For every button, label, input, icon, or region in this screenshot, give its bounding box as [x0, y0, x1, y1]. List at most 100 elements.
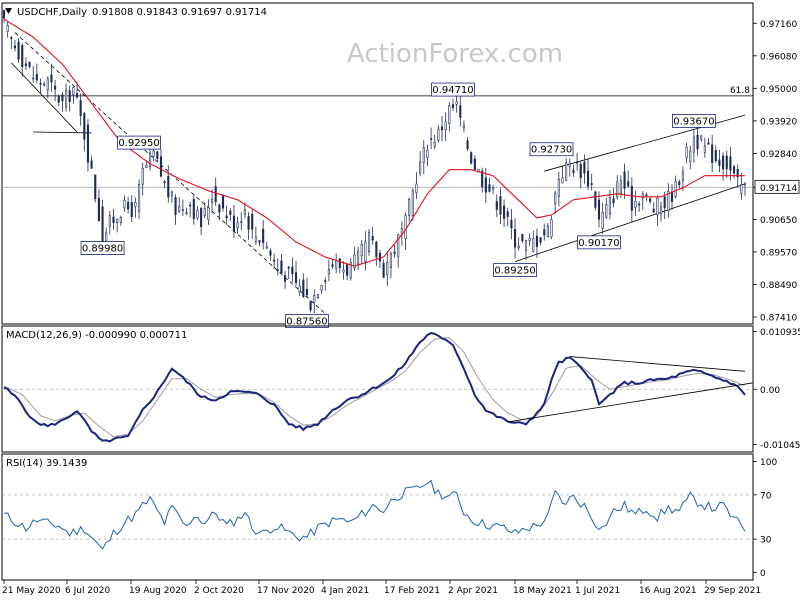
price-annotation-label: 0.89980	[82, 244, 123, 255]
candle-body	[437, 128, 440, 141]
candle	[689, 145, 692, 170]
candle	[451, 98, 455, 111]
candle	[338, 258, 341, 274]
candle-body	[159, 156, 163, 177]
candle-body	[167, 175, 170, 198]
rsi-axis: 100 70 30 0	[753, 458, 777, 579]
candle	[517, 237, 520, 251]
candle	[707, 138, 710, 145]
candle-body	[608, 197, 611, 214]
candle	[718, 149, 721, 173]
candle-body	[214, 186, 217, 203]
rsi-tick-label: 100	[760, 458, 777, 468]
candle-body	[35, 74, 38, 81]
fib-618-label: 61.8	[730, 86, 750, 96]
candle-body	[499, 196, 502, 215]
candle-body	[280, 260, 283, 274]
candle	[674, 175, 677, 199]
main-panel: ActionForex.com 61.8 0.94710 0.92950 0.8998…	[1, 2, 800, 328]
candle	[32, 66, 35, 83]
candle	[294, 260, 298, 286]
candle	[254, 226, 257, 245]
candle	[316, 294, 319, 299]
price-tick-label: 0.88490	[760, 281, 797, 291]
candle	[597, 191, 601, 228]
candle-body	[331, 264, 334, 267]
candle-body	[594, 191, 597, 208]
candle	[313, 289, 316, 314]
candle-body	[225, 215, 228, 219]
candle	[590, 173, 593, 191]
candle-body	[652, 208, 655, 213]
candle	[426, 144, 429, 167]
candle-body	[32, 77, 35, 80]
candle	[594, 190, 597, 211]
candle-body	[488, 184, 491, 192]
price-annotation-box	[529, 142, 574, 157]
candle	[280, 254, 283, 274]
candle-body	[473, 158, 476, 170]
candle-body	[645, 194, 648, 197]
candle-body	[68, 90, 71, 102]
candle-body	[623, 171, 626, 189]
candle-body	[404, 215, 407, 239]
candle-body	[718, 159, 721, 166]
candle	[349, 258, 352, 281]
candle-body	[287, 266, 290, 269]
candle	[108, 210, 111, 235]
candle	[112, 208, 115, 230]
candle	[225, 205, 228, 225]
candle-body	[364, 241, 367, 262]
candle-body	[740, 183, 743, 194]
candle	[725, 150, 728, 179]
candle-body	[178, 206, 181, 212]
candle	[276, 258, 279, 276]
candle	[649, 196, 652, 204]
candle	[576, 152, 579, 171]
candle	[528, 233, 531, 247]
candle-body	[386, 262, 389, 276]
candle-body	[50, 74, 53, 83]
candle	[634, 190, 637, 216]
candle	[331, 259, 334, 269]
candle	[262, 220, 265, 250]
price-annotation-label: 0.92950	[118, 138, 159, 149]
price-annotation: 0.89250	[493, 263, 537, 277]
candle	[459, 93, 462, 127]
trend-line-base	[33, 131, 92, 134]
candle-body	[232, 215, 236, 232]
candle-body	[597, 199, 601, 220]
candle	[473, 155, 476, 171]
date-tick-label: 2 Oct 2020	[194, 586, 244, 596]
price-tick-label: 0.95000	[760, 85, 797, 95]
candle	[703, 137, 706, 158]
candle-body	[357, 251, 360, 265]
candle-body	[579, 164, 582, 179]
candle-body	[590, 183, 593, 185]
candle-body	[670, 191, 674, 202]
candle-body	[426, 149, 429, 158]
date-tick-label: 4 Jan 2021	[321, 586, 369, 596]
candle	[714, 145, 717, 163]
main-plot: 61.8 0.94710 0.92950 0.89980 0.87560 0.92730 0…	[2, 9, 753, 328]
candle-body	[284, 275, 287, 282]
price-annotation-label: 0.93670	[673, 116, 714, 127]
price-annotation-box	[285, 314, 329, 328]
candle	[141, 162, 144, 196]
menu-triangle-icon	[5, 8, 12, 14]
candle-body	[430, 138, 433, 140]
candle-body	[576, 161, 579, 164]
candle	[43, 81, 46, 87]
candle	[641, 191, 644, 210]
candle	[72, 86, 75, 104]
candle-body	[506, 211, 509, 217]
candle	[10, 36, 13, 50]
macd-tick-label: 0.00	[760, 386, 780, 396]
candle	[422, 139, 425, 175]
candle	[419, 151, 422, 177]
candle	[729, 147, 732, 181]
candle	[6, 20, 9, 38]
candle	[488, 177, 491, 193]
candle-body	[663, 196, 666, 209]
candle	[189, 201, 192, 218]
